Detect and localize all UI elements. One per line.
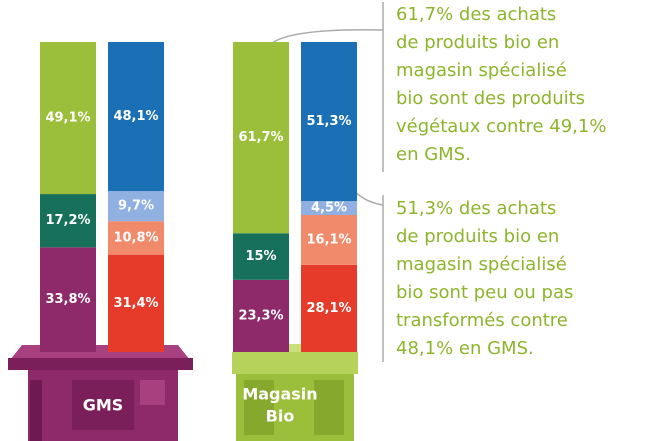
value-label: 31,4% [113, 296, 158, 311]
value-label: 28,1% [306, 301, 351, 316]
annotation-line: de produits bio en [396, 226, 559, 247]
value-label: 48,1% [113, 109, 158, 124]
value-label: 51,3% [306, 114, 351, 129]
value-label: 9,7% [118, 199, 154, 214]
annotation-line: de produits bio en [396, 32, 559, 53]
value-label: 17,2% [45, 213, 90, 228]
value-label: 23,3% [238, 308, 283, 323]
value-label: 61,7% [238, 130, 283, 145]
annotation-line: 51,3% des achats [396, 198, 556, 219]
annotation-line: 48,1% en GMS. [396, 338, 534, 359]
annotation-line: en GMS. [396, 144, 471, 165]
value-label: 10,8% [113, 230, 158, 245]
annotation-line: bio sont peu ou pas [396, 282, 573, 303]
chart: 33,8% 17,2% 49,1% 31,4% 10,8% 9,7% 48,1% GMS 23,… [0, 0, 655, 441]
value-label: 16,1% [306, 232, 351, 247]
annotation-line: bio sont des produits [396, 88, 585, 109]
annotation-line: 61,7% des achats [396, 4, 556, 25]
shop-label: Magasin [242, 385, 317, 404]
value-label: 4,5% [311, 201, 347, 216]
shop-label: GMS [83, 396, 124, 415]
annotation-line: magasin spécialisé [396, 60, 567, 81]
value-label: 33,8% [45, 292, 90, 307]
gms-shop [8, 345, 193, 441]
shop-label: Bio [266, 407, 295, 426]
value-label: 49,1% [45, 111, 90, 126]
annotation-line: transformés contre [396, 310, 568, 331]
value-label: 15% [245, 249, 276, 264]
annotation-line: végétaux contre 49,1% [396, 116, 606, 137]
annotation-line: magasin spécialisé [396, 254, 567, 275]
